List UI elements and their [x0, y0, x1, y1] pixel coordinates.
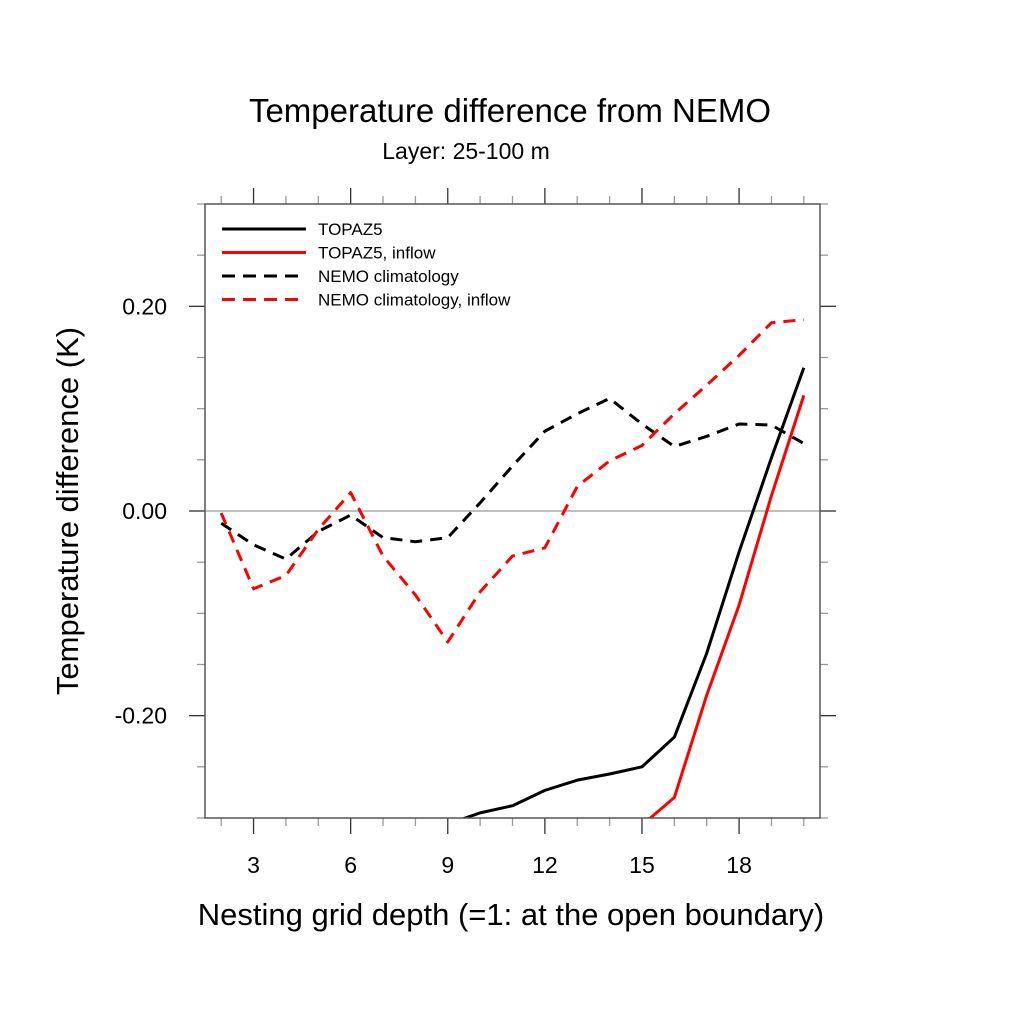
y-tick-label: 0.00 — [122, 498, 167, 524]
series-line-topaz5-inflow — [648, 394, 806, 818]
series-lines — [219, 318, 806, 818]
chart-title: Temperature difference from NEMO — [249, 92, 771, 129]
series-line-topaz5 — [460, 367, 806, 818]
legend-label-nemo-climatology-inflow: NEMO climatology, inflow — [318, 291, 511, 310]
plot-frame — [204, 203, 821, 819]
y-tick-label: -0.20 — [115, 703, 167, 729]
axis-ticks — [189, 188, 836, 834]
x-axis-label: Nesting grid depth (=1: at the open boun… — [198, 897, 824, 932]
y-tick-label: 0.20 — [122, 293, 167, 319]
legend-label-nemo-climatology: NEMO climatology — [318, 267, 459, 286]
legend: TOPAZ5 TOPAZ5, inflow NEMO climatology NEMO… — [222, 220, 511, 310]
x-tick-label: 15 — [629, 852, 655, 878]
x-tick-label: 12 — [532, 852, 558, 878]
series-line-nemo-climatology-inflow — [219, 318, 804, 644]
x-tick-label: 18 — [726, 852, 752, 878]
x-tick-label: 3 — [247, 852, 260, 878]
legend-label-topaz5: TOPAZ5 — [318, 220, 383, 239]
x-tick-label: 6 — [344, 852, 357, 878]
series-line-nemo-climatology — [220, 396, 805, 561]
legend-label-topaz5-inflow: TOPAZ5, inflow — [318, 244, 436, 263]
x-tick-label: 9 — [441, 852, 454, 878]
y-axis-label: Temperature difference (K) — [50, 327, 85, 695]
tick-labels: 3 6 9 12 15 18 -0.20 0.00 0.20 — [115, 293, 752, 878]
chart-subtitle: Layer: 25-100 m — [382, 138, 549, 164]
